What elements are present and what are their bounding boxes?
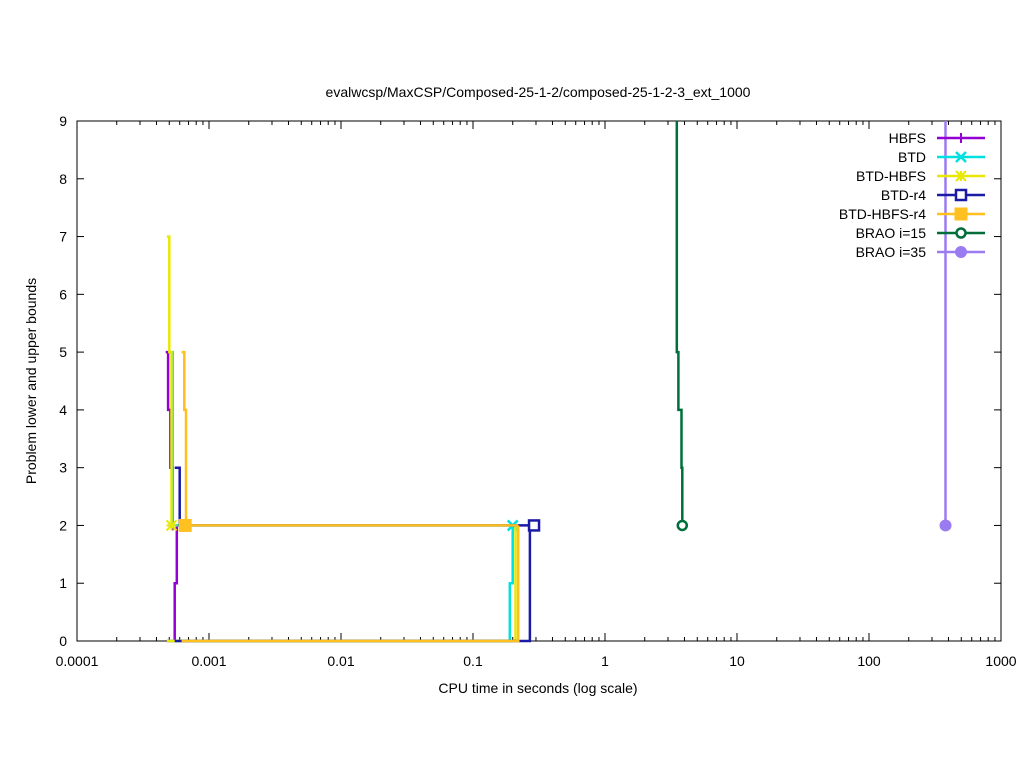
plot-area: 0 1 2 3 4 5 6 7 8 9 0.0001 0.001 0.01 0.1 1 10 100 1000 [56, 113, 1017, 669]
series-marker [676, 519, 689, 532]
marker-stroke [955, 170, 967, 182]
legend-label: BRAO i=15 [856, 225, 927, 241]
series-upper-line-btd [169, 350, 513, 527]
series-marker [955, 246, 967, 258]
x-tick-label: 1000 [985, 653, 1016, 669]
marker-shape [955, 227, 967, 239]
x-tick-label: 0.0001 [56, 653, 99, 669]
legend-label: BTD-HBFS-r4 [839, 206, 926, 222]
legend-label: HBFS [889, 130, 926, 146]
x-tick-label: 0.001 [191, 653, 226, 669]
legend-entry-brao-i-15: BRAO i=15 [856, 225, 985, 241]
legend-label: BTD-HBFS [856, 168, 926, 184]
series-marker [954, 188, 968, 202]
y-tick-label: 3 [59, 460, 67, 476]
y-tick-label: 1 [59, 575, 67, 591]
series-lower-line-hbfs [166, 525, 179, 643]
legend-entry-btd-r4: BTD-r4 [881, 187, 985, 203]
y-axis-label: Problem lower and upper bounds [23, 278, 39, 484]
series-marker [955, 151, 967, 163]
marker-stroke [955, 151, 967, 163]
series-marker [939, 519, 952, 532]
series-marker [165, 519, 178, 532]
legend-label: BTD-r4 [881, 187, 926, 203]
y-tick-label: 5 [59, 344, 67, 360]
y-tick-label: 8 [59, 171, 67, 187]
x-axis-label: CPU time in seconds (log scale) [438, 680, 637, 696]
marker-shape [178, 518, 192, 532]
series-marker [527, 519, 541, 532]
y-tick-label: 6 [59, 286, 67, 302]
series-marker [178, 518, 192, 532]
marker-shape [676, 519, 689, 532]
series-lower-line-btd-r4 [174, 524, 534, 643]
y-tick-label: 7 [59, 229, 67, 245]
legend-entry-btd-hbfs: BTD-HBFS [856, 168, 985, 184]
y-tick-label: 2 [59, 517, 67, 533]
series-marker [955, 227, 967, 239]
series-upper-line-brao-i-15 [675, 121, 684, 526]
series-upper-line-btd-r4 [174, 466, 534, 527]
series-lower-line-btd-hbfs [166, 525, 517, 643]
marker-shape [954, 188, 968, 202]
series-lower-line-btd [169, 525, 514, 643]
series-marker [955, 170, 967, 182]
series-upper-line-btd-hbfs-r4 [181, 350, 519, 527]
marker-shape [527, 519, 541, 532]
legend-label: BTD [898, 149, 926, 165]
x-tick-label: 0.1 [463, 653, 483, 669]
y-tick-label: 0 [59, 633, 67, 649]
plot-frame [76, 120, 1002, 642]
legend-entry-btd-hbfs-r4: BTD-HBFS-r4 [839, 206, 985, 222]
legend-label: BRAO i=35 [856, 244, 927, 260]
legend-entry-brao-i-35: BRAO i=35 [856, 244, 985, 260]
x-tick-label: 10 [729, 653, 745, 669]
x-tick-label: 0.01 [327, 653, 354, 669]
legend-entry-hbfs: HBFS [889, 130, 985, 146]
marker-shape [955, 246, 967, 258]
series-marker [956, 133, 966, 143]
marker-shape [939, 519, 952, 532]
y-tick-label: 4 [59, 402, 67, 418]
x-tick-label: 1 [601, 653, 609, 669]
chart-title: evalwcsp/MaxCSP/Composed-25-1-2/composed… [326, 84, 751, 100]
series-lower-line-btd-hbfs-r4 [181, 525, 520, 643]
series-upper-line-btd-hbfs [166, 235, 173, 526]
x-tick-label: 100 [857, 653, 881, 669]
marker-stroke [165, 519, 178, 532]
series-marker [954, 207, 968, 221]
legend-entry-btd: BTD [898, 149, 985, 165]
legend: HBFS BTD BTD-HBFS BTD-r4 BTD-HBFS-r4 BRAO i=1… [839, 130, 985, 260]
y-tick-label: 9 [59, 113, 67, 129]
marker-shape [954, 207, 968, 221]
